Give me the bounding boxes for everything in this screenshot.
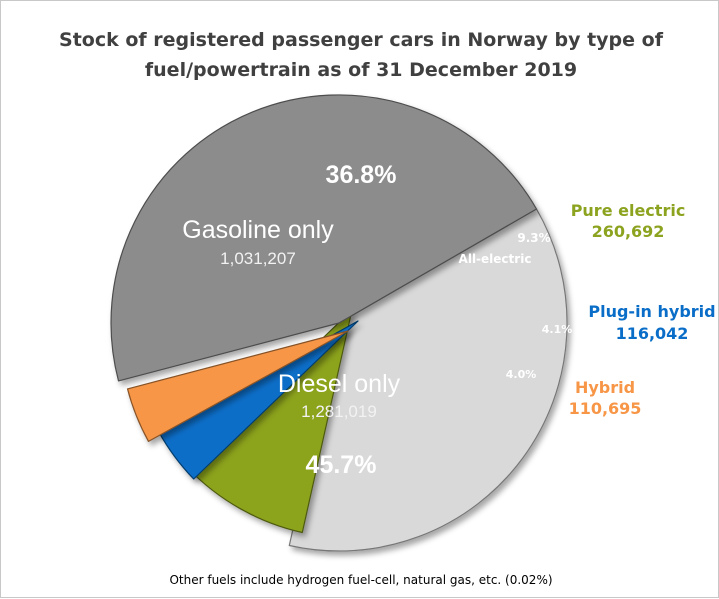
plugin-hybrid-name-label: Plug-in hybrid xyxy=(588,302,715,321)
pure-electric-name-label: Pure electric xyxy=(571,201,686,220)
plugin-hybrid-value-label: 116,042 xyxy=(616,324,689,343)
pie-slice-gasoline xyxy=(288,208,568,552)
pie-slice-diesel xyxy=(110,94,538,382)
pie-labels: Gasoline only 1,031,207 36.8% Diesel only 1,… xyxy=(182,161,715,479)
diesel-percent-label: 45.7% xyxy=(306,451,377,479)
plugin-hybrid-percent-label: 4.1% xyxy=(542,323,573,336)
chart-footnote: Other fuels include hydrogen fuel-cell, … xyxy=(169,573,552,587)
gasoline-value-label: 1,031,207 xyxy=(220,249,296,268)
pie-slice-hybrid xyxy=(126,330,349,442)
hybrid-name-label: Hybrid xyxy=(575,378,635,397)
diesel-name-label: Diesel only xyxy=(278,370,401,398)
hybrid-value-label: 110,695 xyxy=(569,399,642,418)
gasoline-name-label: Gasoline only xyxy=(182,216,334,244)
hybrid-percent-label: 4.0% xyxy=(506,368,537,381)
diesel-value-label: 1,281,019 xyxy=(301,402,377,421)
all-electric-label: All-electric xyxy=(459,252,532,266)
pure-electric-value-label: 260,692 xyxy=(592,222,665,241)
chart-title-line-2: fuel/powertrain as of 31 December 2019 xyxy=(145,59,577,81)
pure-electric-percent-label: 9.3% xyxy=(517,231,550,245)
gasoline-percent-label: 36.8% xyxy=(326,161,397,189)
chart-title-line-1: Stock of registered passenger cars in No… xyxy=(59,29,664,51)
pie-slices xyxy=(110,94,568,552)
